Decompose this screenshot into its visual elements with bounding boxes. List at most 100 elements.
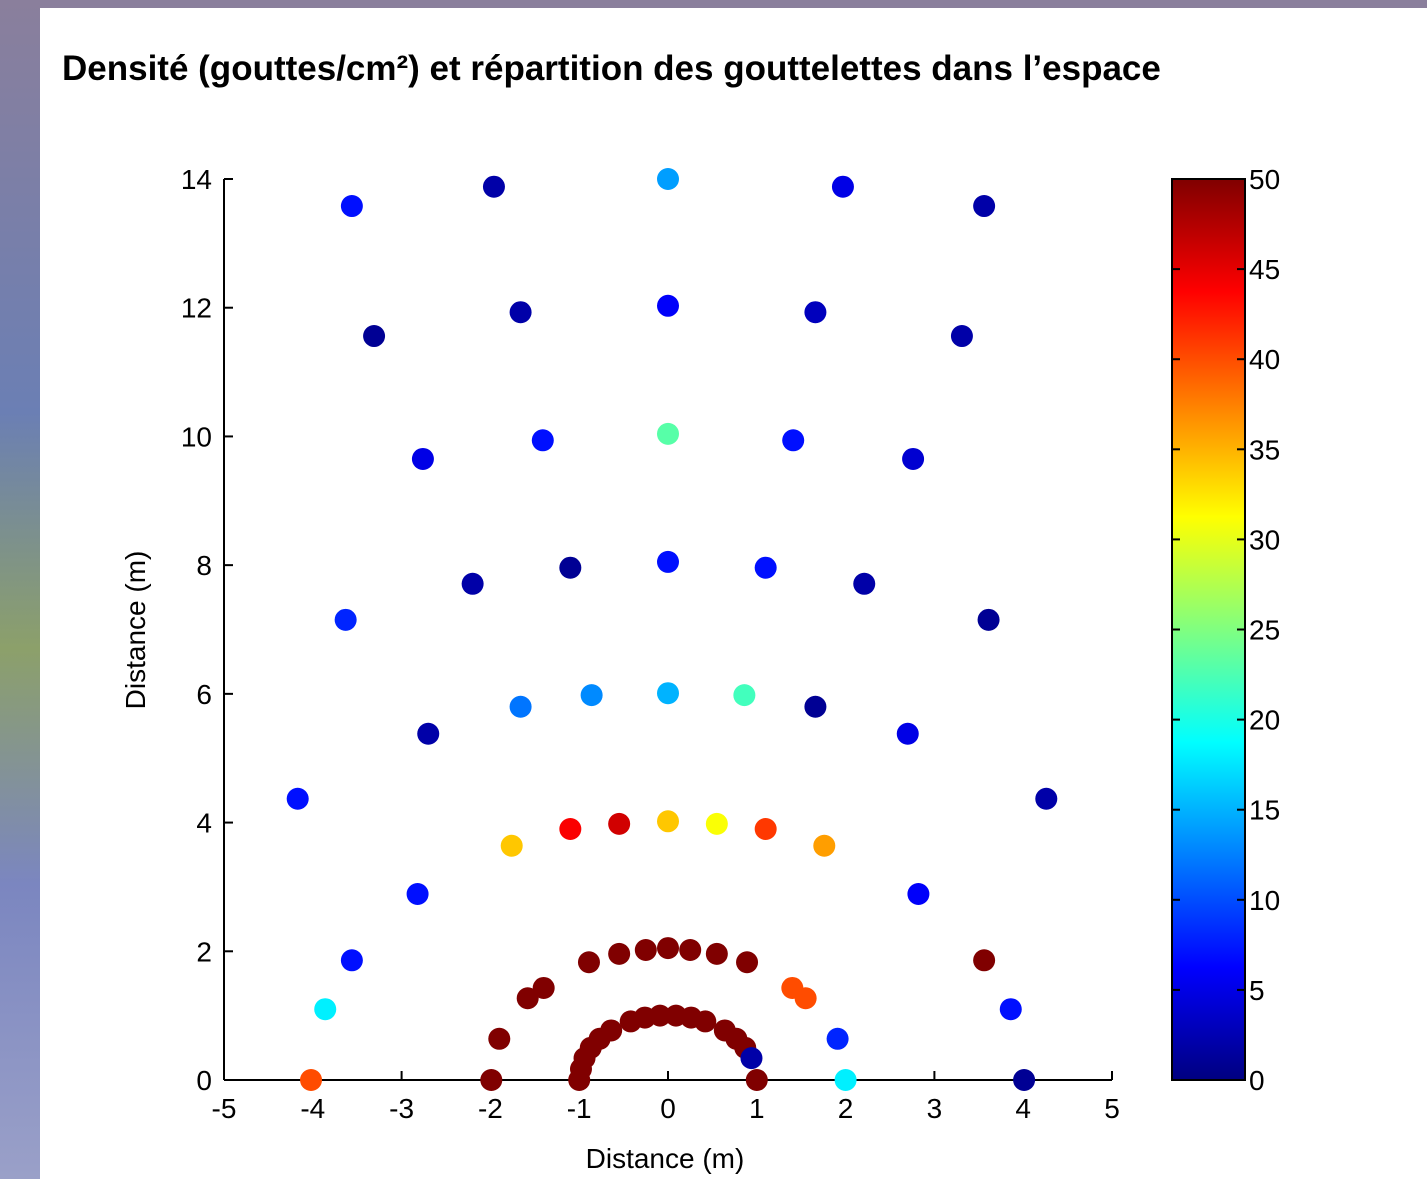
data-point [1035,787,1058,810]
data-point [782,429,805,452]
x-tick-label: 0 [660,1093,676,1124]
colorbar-tick-label: 40 [1249,344,1280,375]
data-point [482,175,505,198]
colorbar-tick-label: 5 [1249,975,1265,1006]
data-point [705,942,728,965]
colorbar-tick-label: 30 [1249,524,1280,555]
data-point [314,998,337,1021]
data-point [826,1027,849,1050]
colorbar-tick-label: 20 [1249,705,1280,736]
chart-title: Densité (gouttes/cm²) et répartition des… [62,49,1161,88]
data-point [804,695,827,718]
x-tick-label: 2 [838,1093,854,1124]
data-point [999,998,1022,1021]
colorbar-tick-label: 0 [1249,1065,1265,1096]
y-tick-label: 6 [196,679,212,710]
data-point [657,168,679,190]
data-point [657,810,679,833]
x-tick-label: -2 [478,1093,503,1124]
data-point [907,883,930,906]
data-point [300,1069,323,1091]
data-point [679,938,702,961]
data-point [509,695,532,718]
data-point [740,1047,763,1070]
data-point [649,1004,672,1027]
x-tick-label: 3 [927,1093,943,1124]
data-point [363,325,386,348]
data-point [480,1069,503,1091]
x-tick-label: -4 [300,1093,325,1124]
data-point [973,949,996,972]
y-tick-label: 2 [196,936,212,967]
x-tick-label: 4 [1015,1093,1031,1124]
y-tick-label: 0 [196,1065,212,1096]
y-tick-label: 4 [196,808,212,839]
data-point [340,949,363,972]
data-point [340,195,363,218]
data-point [950,325,973,348]
data-point [577,951,600,974]
data-point [600,1019,623,1042]
data-point [794,987,817,1010]
y-axis-label: Distance (m) [120,551,151,710]
data-point [608,942,631,965]
data-point [694,1010,717,1033]
data-point [657,682,679,705]
data-point [500,834,523,857]
data-point [705,812,728,835]
x-tick-label: 5 [1104,1093,1120,1124]
data-point [531,429,554,452]
data-point [754,818,777,841]
data-point [559,818,582,841]
data-point [902,447,925,470]
data-point [608,812,631,835]
data-point [334,608,357,631]
data-point [853,572,876,595]
data-point [657,294,679,317]
data-point [745,1069,768,1091]
colorbar-tick-label: 45 [1249,254,1280,285]
data-point [580,684,603,707]
colorbar-tick-label: 10 [1249,885,1280,916]
data-point [516,987,539,1010]
data-point [532,976,555,999]
data-point [736,951,759,974]
data-point [411,447,434,470]
data-point [657,422,679,445]
data-point [834,1069,857,1091]
data-point [488,1027,511,1050]
data-point [733,684,756,707]
data-point [509,301,532,324]
data-point [286,787,309,810]
data-point [657,550,679,573]
x-tick-label: -1 [567,1093,592,1124]
colorbar-tick-label: 25 [1249,615,1280,646]
x-tick-label: -5 [212,1093,237,1124]
y-tick-label: 8 [196,550,212,581]
data-point [973,195,996,218]
data-point [754,556,777,579]
data-point [831,175,854,198]
x-axis-label: Distance (m) [586,1143,745,1174]
y-tick-label: 10 [181,421,212,452]
colorbar-tick-label: 15 [1249,795,1280,826]
y-tick-label: 12 [181,293,212,324]
x-tick-label: -3 [389,1093,414,1124]
data-point [406,883,429,906]
data-point [1013,1069,1036,1091]
data-point [804,301,827,324]
y-tick-label: 14 [181,164,212,195]
colorbar-tick-label: 35 [1249,434,1280,465]
data-point [461,572,484,595]
colorbar [1171,178,1246,1081]
data-point [657,937,679,960]
data-point [634,938,657,961]
data-point [559,556,582,579]
data-point [977,608,1000,631]
data-point [813,834,836,857]
data-point [417,722,440,745]
x-tick-label: 1 [749,1093,765,1124]
data-point [896,722,919,745]
